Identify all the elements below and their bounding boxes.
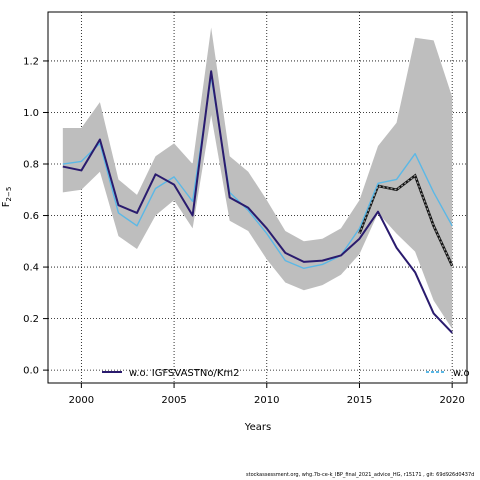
y-tick-label: 0.8	[23, 160, 39, 171]
confidence-band	[62, 27, 453, 329]
y-tick-label: 0.4	[23, 263, 39, 274]
confidence-band-layer	[62, 27, 453, 329]
series-layer	[62, 70, 454, 334]
y-axis-title-sub: 2−5	[5, 187, 13, 202]
y-axis-title: F2−5	[1, 187, 13, 208]
x-tick-label: 2020	[439, 395, 464, 406]
y-tick-label: 1.2	[23, 56, 39, 67]
series-line-0	[62, 70, 453, 334]
y-axis: 0.0 0.2 0.4 0.6 0.8 1.0 1.2	[23, 56, 48, 377]
legend-label-wo: w.o	[453, 368, 470, 379]
legend: w.o. IGFSVASTNo/Km2 w.o	[102, 368, 470, 379]
x-tick-label: 2000	[69, 395, 94, 406]
y-tick-label: 0.6	[23, 211, 39, 222]
y-axis-title-main: F	[1, 201, 12, 207]
footer-attribution: stockassessment.org, whg.7b-ce-k_IBP_fin…	[246, 472, 475, 478]
x-tick-label: 2010	[254, 395, 279, 406]
x-tick-label: 2005	[161, 395, 186, 406]
x-axis-title: Years	[244, 422, 271, 433]
y-tick-label: 0.0	[23, 366, 39, 377]
x-tick-label: 2015	[347, 395, 372, 406]
y-tick-label: 1.0	[23, 108, 39, 119]
x-axis: 2000 2005 2010 2015 2020	[69, 383, 465, 406]
series-line-1	[62, 75, 453, 270]
y-tick-label: 0.2	[23, 314, 39, 325]
plot-frame	[47, 11, 468, 384]
legend-label-igfs: w.o. IGFSVASTNo/Km2	[129, 368, 240, 379]
series-dashed-line	[358, 174, 453, 267]
